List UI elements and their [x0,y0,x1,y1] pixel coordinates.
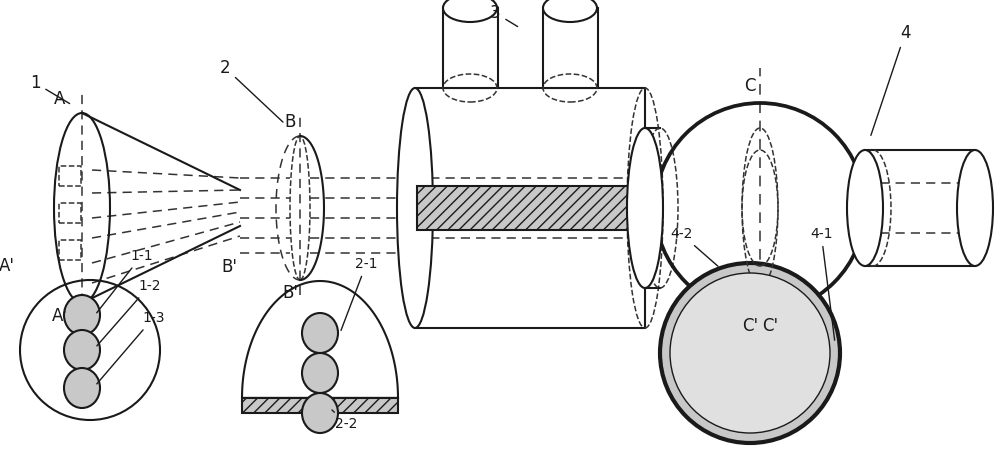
Text: A': A' [52,307,68,325]
Ellipse shape [397,88,433,328]
Text: C': C' [762,317,778,335]
Text: 2: 2 [220,59,283,122]
Text: A': A' [0,257,15,275]
Ellipse shape [670,273,830,433]
Text: B': B' [282,284,298,302]
Text: B': B' [221,258,237,276]
Ellipse shape [957,150,993,266]
Ellipse shape [443,0,497,22]
Text: 1: 1 [30,74,70,103]
Bar [242,398,398,413]
Bar [59,166,81,186]
Bar [443,8,498,88]
Text: 2-2: 2-2 [332,410,357,431]
Text: C': C' [742,317,758,335]
Text: 4: 4 [871,24,910,135]
Ellipse shape [543,0,597,22]
Text: B: B [284,113,296,131]
Ellipse shape [64,295,100,335]
Bar [417,186,643,230]
Bar [59,203,81,223]
Ellipse shape [64,330,100,370]
Text: C: C [744,77,756,95]
Text: 1-1: 1-1 [97,249,153,313]
Ellipse shape [302,393,338,433]
Text: 2-1: 2-1 [341,257,378,330]
Ellipse shape [627,128,663,288]
Ellipse shape [847,150,883,266]
Ellipse shape [302,313,338,353]
Bar [59,240,81,260]
Ellipse shape [302,353,338,393]
Ellipse shape [660,263,840,443]
Text: A: A [54,90,66,108]
Text: 4-1: 4-1 [810,227,835,340]
Text: 4-2: 4-2 [670,227,718,266]
Bar [415,88,645,328]
Ellipse shape [64,368,100,408]
Text: 1-2: 1-2 [97,279,160,346]
Bar [543,8,598,88]
Text: 3: 3 [490,4,518,27]
Text: 1-3: 1-3 [97,311,164,384]
